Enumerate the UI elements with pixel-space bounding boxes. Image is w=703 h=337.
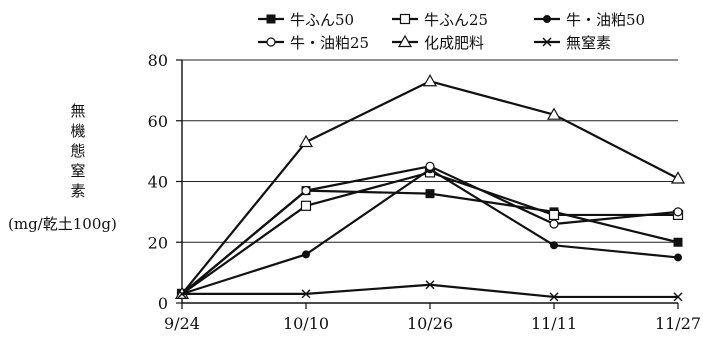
- data-point-stroke: [549, 292, 559, 302]
- y-tick-label: 60: [148, 112, 168, 131]
- legend-label: 化成肥料: [424, 34, 484, 52]
- data-point-stroke: [177, 289, 187, 299]
- legend-label: 牛ふん25: [424, 11, 488, 29]
- legend-item: 牛・油粕50: [534, 11, 645, 29]
- legend: 牛ふん50 牛ふん25 牛・油粕50 牛・油粕25 化成肥料 無窒素: [258, 11, 645, 52]
- data-point: [674, 253, 682, 262]
- x-tick-label: 11/27: [655, 314, 701, 333]
- data-point: [302, 250, 310, 259]
- data-point: [673, 207, 683, 217]
- legend-item: 牛ふん25: [392, 11, 488, 29]
- data-point: [542, 37, 552, 47]
- data-point: [177, 289, 187, 299]
- data-point: [546, 107, 562, 120]
- data-point: [425, 189, 435, 199]
- data-point: [673, 237, 683, 247]
- data-point: [266, 14, 276, 24]
- y-axis-title-char: 素: [70, 182, 85, 200]
- series-line: [182, 283, 678, 299]
- legend-label: 牛ふん50: [290, 11, 354, 29]
- y-axis-title-char: 窒: [70, 162, 85, 180]
- series-4: [177, 161, 683, 299]
- data-point: [422, 74, 438, 87]
- series-line: [181, 165, 679, 295]
- legend-label: 牛・油粕50: [566, 11, 645, 29]
- y-tick-labels: 0 20 40 60 80: [148, 51, 168, 313]
- data-point: [425, 280, 435, 290]
- gridlines: [182, 59, 678, 243]
- data-point-stroke: [673, 292, 683, 302]
- series-line: [181, 80, 679, 295]
- x-tick-label: 9/24: [164, 314, 200, 333]
- data-point: [543, 15, 551, 23]
- y-axis-title-char: 機: [70, 122, 85, 140]
- legend-item: 化成肥料: [392, 34, 484, 52]
- x-tick-label: 10/10: [283, 314, 329, 333]
- data-point: [397, 34, 413, 48]
- data-point: [549, 219, 559, 229]
- legend-item: 牛・油粕25: [258, 34, 369, 52]
- data-point-stroke: [542, 37, 552, 47]
- data-point: [399, 13, 411, 25]
- data-point: [301, 186, 311, 196]
- y-axis-unit: (mg/乾土100g): [8, 215, 117, 233]
- data-point-stroke: [301, 289, 311, 299]
- y-tick-label: 80: [148, 51, 168, 70]
- data-point: [266, 37, 276, 47]
- series-6: [177, 280, 683, 302]
- data-point: [300, 200, 312, 211]
- data-point: [673, 292, 683, 302]
- x-tick-labels: 9/24 10/10 10/26 11/11 11/27: [164, 314, 701, 333]
- y-axis-title-char: 態: [70, 142, 85, 160]
- series-3: [178, 165, 682, 298]
- data-point: [670, 171, 686, 184]
- data-point: [425, 161, 435, 171]
- axes: [176, 59, 679, 309]
- data-point: [550, 241, 558, 250]
- legend-item: 牛ふん50: [258, 11, 354, 29]
- data-point-stroke: [425, 280, 435, 290]
- series-group: [174, 74, 686, 302]
- y-tick-label: 20: [148, 233, 168, 252]
- y-axis-title-char: 無: [70, 102, 85, 120]
- legend-item: 無窒素: [534, 34, 611, 52]
- y-tick-label: 40: [148, 173, 168, 192]
- legend-label: 無窒素: [566, 34, 611, 52]
- x-tick-label: 11/11: [531, 314, 577, 333]
- y-tick-label: 0: [158, 294, 168, 313]
- data-point: [549, 292, 559, 302]
- series-5: [174, 74, 686, 299]
- data-point: [301, 289, 311, 299]
- data-point: [548, 209, 560, 221]
- x-tick-label: 10/26: [407, 314, 453, 333]
- legend-label: 牛・油粕25: [290, 34, 369, 52]
- data-point: [298, 134, 314, 148]
